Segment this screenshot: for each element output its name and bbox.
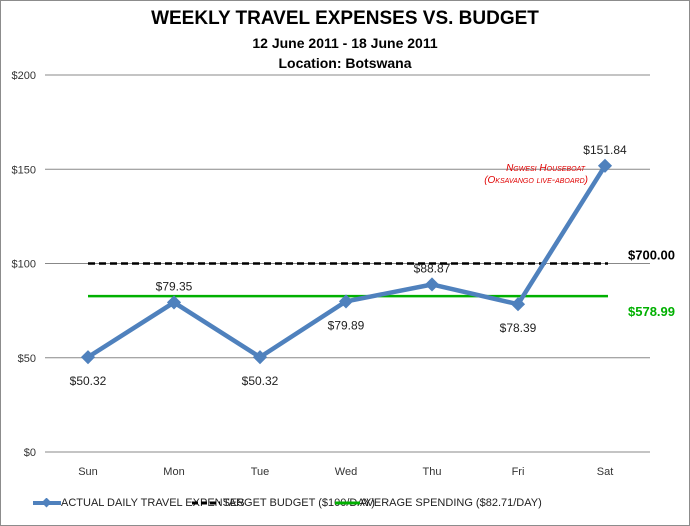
- chart-title: WEEKLY TRAVEL EXPENSES VS. BUDGET: [151, 8, 539, 29]
- data-point-marker: [166, 295, 182, 310]
- data-point-marker: [338, 294, 354, 309]
- data-label: $88.87: [414, 261, 451, 275]
- data-label: $151.84: [583, 143, 627, 157]
- legend-actual: ACTUAL DAILY TRAVEL EXPENSES: [33, 497, 245, 509]
- legend-target-dash-icon: [192, 501, 220, 505]
- data-label: $79.89: [328, 318, 365, 332]
- legend-average-label: AVERAGE SPENDING ($82.71/DAY): [360, 497, 542, 509]
- chart-subtitle: 12 June 2011 - 18 June 2011: [252, 35, 438, 51]
- y-tick-label: $200: [12, 70, 36, 82]
- data-label: $50.32: [242, 374, 279, 388]
- average-total: $578.99: [628, 304, 675, 319]
- data-point-marker: [252, 350, 268, 365]
- x-tick-label: Wed: [335, 466, 357, 478]
- legend-actual-label: ACTUAL DAILY TRAVEL EXPENSES: [61, 497, 245, 509]
- legend-average: AVERAGE SPENDING ($82.71/DAY): [335, 497, 542, 509]
- x-tick-label: Sun: [78, 466, 98, 478]
- y-tick-label: $0: [24, 447, 36, 459]
- data-point-marker: [597, 158, 613, 173]
- x-tick-label: Fri: [512, 466, 525, 478]
- legend-target-label: TARGET BUDGET ($100/DAY): [222, 497, 375, 509]
- x-tick-label: Thu: [423, 466, 442, 478]
- data-point-marker: [424, 277, 440, 292]
- legend-actual-marker-icon: [33, 497, 61, 508]
- x-tick-label: Mon: [163, 466, 184, 478]
- legend-target: TARGET BUDGET ($100/DAY): [192, 497, 375, 509]
- chart-location: Location: Botswana: [278, 55, 412, 71]
- data-point-marker: [80, 350, 96, 365]
- data-label: $50.32: [70, 374, 107, 388]
- y-tick-label: $150: [12, 164, 36, 176]
- legend-average-line-icon: [335, 501, 360, 505]
- annotation-line2: (Oksavango live-aboard): [484, 175, 588, 186]
- y-tick-label: $50: [18, 353, 36, 365]
- budget-total: $700.00: [628, 248, 675, 263]
- x-tick-label: Tue: [251, 466, 270, 478]
- data-label: $78.39: [500, 321, 537, 335]
- data-label: $79.35: [156, 279, 193, 293]
- annotation-line1: Ngwesi Houseboat: [506, 163, 586, 174]
- y-tick-label: $100: [12, 259, 36, 271]
- data-point-marker: [510, 297, 526, 312]
- x-tick-label: Sat: [597, 466, 614, 478]
